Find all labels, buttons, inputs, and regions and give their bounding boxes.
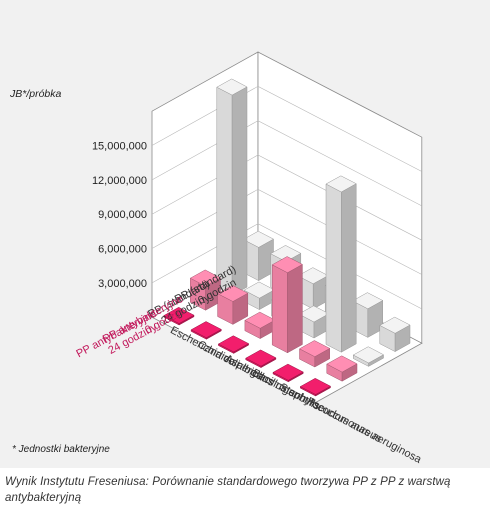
y-tick-label: 12,000,000 [92, 175, 147, 187]
y-axis-label: JB*/próbka [9, 88, 62, 100]
bars [163, 78, 411, 397]
y-tick-label: 15,000,000 [92, 141, 147, 153]
bar-chart-3d: 3,000,000 6,000,000 9,000,000 12,000,000 15,… [9, 51, 424, 466]
bar [271, 256, 303, 354]
bar [325, 175, 357, 353]
bar [352, 346, 385, 367]
bar [189, 269, 222, 311]
bar [216, 78, 248, 296]
bar [217, 285, 249, 325]
series-label: PP antybakteryjne24 godziny [74, 308, 164, 371]
bar [217, 335, 250, 354]
bar [163, 307, 195, 326]
bar [242, 230, 275, 282]
footnote: * Jednostki bakteryjne [12, 444, 110, 455]
bar [244, 311, 276, 340]
y-tick-label: 9,000,000 [98, 209, 147, 221]
y-axis-ticks: 3,000,000 6,000,000 9,000,000 12,000,000 15,… [92, 85, 422, 310]
category-label: Pseudomonas aeruginosa [305, 395, 424, 466]
y-tick-label: 3,000,000 [98, 278, 147, 290]
bar [272, 363, 304, 383]
bar [298, 340, 331, 368]
y-tick-label: 6,000,000 [98, 244, 147, 256]
bar [326, 355, 358, 382]
bar [351, 292, 384, 338]
bar [299, 378, 332, 397]
bar [379, 316, 411, 353]
bar [190, 321, 222, 340]
figure-caption: Wynik Instytutu Freseniusa: Porównanie s… [5, 476, 451, 504]
bar [245, 349, 277, 369]
